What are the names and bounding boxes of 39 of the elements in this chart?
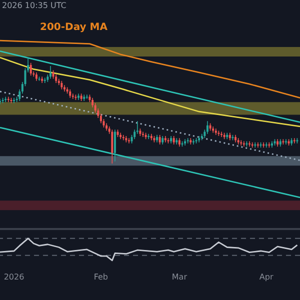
candlestick xyxy=(262,142,265,148)
candlestick xyxy=(13,97,16,104)
candlestick xyxy=(83,94,86,102)
candlestick xyxy=(265,142,268,148)
candlestick xyxy=(164,136,166,143)
candlestick xyxy=(186,138,189,144)
candlestick xyxy=(184,138,186,146)
candlestick xyxy=(30,62,32,76)
candlestick xyxy=(41,76,44,84)
candlestick xyxy=(111,129,114,164)
candlestick xyxy=(293,138,296,144)
candlestick xyxy=(142,131,144,138)
text: 2026 10:35 UTC xyxy=(2,1,66,10)
candlestick xyxy=(128,138,130,144)
candlestick xyxy=(114,129,116,162)
candlestick xyxy=(240,140,242,146)
candlestick xyxy=(242,140,245,147)
candlestick xyxy=(256,142,259,148)
candlestick xyxy=(192,138,194,145)
series-label: 200-Day MA xyxy=(40,22,108,33)
x-tick-label: Feb xyxy=(94,272,108,282)
candlestick xyxy=(284,138,287,145)
x-tick-label: Apr xyxy=(259,272,274,282)
candlestick xyxy=(4,96,7,102)
candlestick xyxy=(158,134,161,145)
candlestick xyxy=(248,140,251,147)
candlestick xyxy=(212,126,214,134)
candlestick xyxy=(72,93,74,100)
candlestick xyxy=(44,77,46,84)
candlestick xyxy=(148,133,150,140)
candlestick xyxy=(7,96,10,102)
candlestick xyxy=(220,131,222,138)
candlestick xyxy=(206,120,208,134)
candlestick xyxy=(198,136,200,143)
candlestick xyxy=(49,66,52,80)
x-tick-label: 2026 xyxy=(4,272,24,282)
x-tick-label: Mar xyxy=(172,272,188,282)
candlestick xyxy=(254,142,256,148)
candlestick xyxy=(122,134,124,141)
